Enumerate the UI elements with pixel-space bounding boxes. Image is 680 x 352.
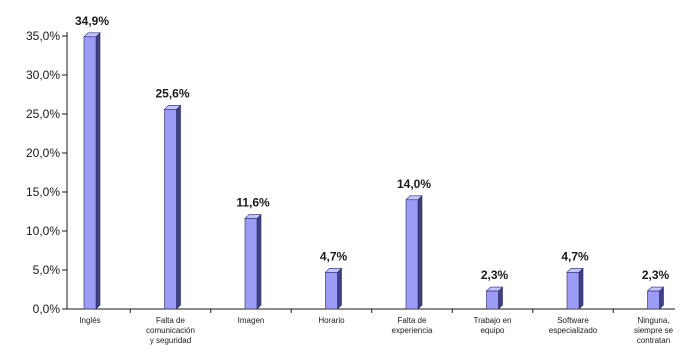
bar	[325, 272, 338, 310]
x-tick-label: comunicación	[146, 326, 195, 335]
y-tick-label: 30,0%	[26, 68, 60, 82]
bar-side	[578, 267, 584, 310]
x-tick-label: Falta de	[398, 316, 427, 325]
bar	[405, 199, 419, 310]
x-tick-label: siempre se	[634, 326, 674, 335]
data-label: 2,3%	[481, 268, 509, 282]
bar-side	[256, 213, 262, 310]
x-tick-label: Falta de	[156, 316, 185, 325]
data-label: 4,7%	[320, 249, 348, 263]
bar	[244, 218, 258, 310]
y-tick-label: 5,0%	[33, 263, 61, 277]
bar	[566, 272, 580, 310]
bar	[647, 290, 660, 310]
x-tick-label: y seguridad	[150, 336, 191, 345]
data-label: 11,6%	[236, 196, 270, 210]
y-tick-label: 15,0%	[26, 185, 60, 199]
x-tick-label: Imagen	[238, 316, 265, 325]
data-label: 34,9%	[75, 14, 109, 28]
data-label: 25,6%	[155, 86, 189, 100]
x-tick-label: experiencia	[392, 326, 433, 335]
bar-side	[95, 32, 101, 310]
y-tick-label: 20,0%	[26, 146, 60, 160]
y-tick-label: 0,0%	[33, 302, 61, 316]
x-tick-label: Software	[557, 316, 589, 325]
x-tick-label: Ninguna,	[637, 316, 669, 325]
x-tick-label: equipo	[480, 326, 505, 335]
bar-side	[176, 104, 181, 310]
bar	[486, 290, 499, 310]
y-tick-label: 10,0%	[26, 224, 60, 238]
x-tick-label: Horario	[318, 316, 345, 325]
bar-side	[417, 195, 423, 310]
data-label: 14,0%	[397, 177, 431, 191]
x-tick-label: Inglés	[79, 316, 100, 325]
bar	[164, 109, 177, 310]
bar	[83, 36, 97, 310]
y-tick-label: 35,0%	[26, 29, 60, 43]
chart-bars	[83, 32, 665, 310]
data-label: 2,3%	[642, 268, 670, 282]
x-tick-label: contratan	[637, 336, 670, 345]
bar-side	[337, 267, 342, 310]
x-tick-label: Trabajo en	[474, 316, 512, 325]
data-label: 4,7%	[561, 249, 589, 263]
x-tick-label: especializado	[549, 326, 598, 335]
y-tick-label: 25,0%	[26, 107, 60, 121]
